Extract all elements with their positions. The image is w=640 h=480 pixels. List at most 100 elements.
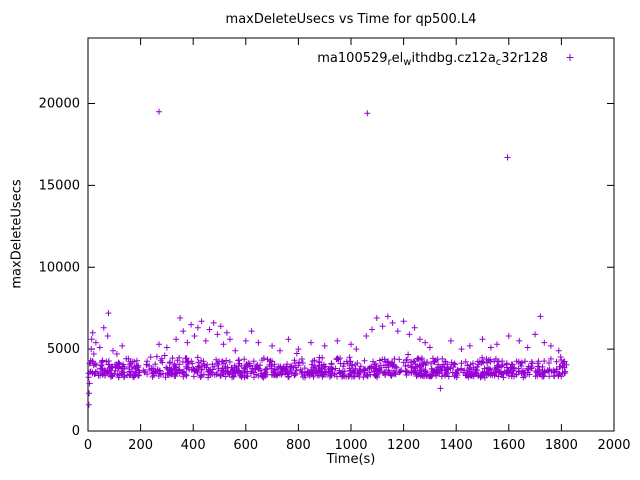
data-point [547, 355, 554, 362]
data-point [226, 359, 233, 365]
data-point [252, 366, 259, 373]
data-point [357, 363, 364, 370]
data-point [334, 337, 341, 344]
data-point [444, 366, 451, 373]
data-point [253, 363, 260, 369]
data-point [340, 372, 347, 379]
x-tick-label: 1600 [492, 438, 525, 453]
data-point [295, 346, 302, 353]
data-point [348, 362, 355, 369]
data-point [435, 361, 442, 368]
data-point [544, 367, 551, 374]
data-point [180, 328, 187, 335]
data-point [292, 370, 299, 377]
data-point [97, 370, 104, 377]
data-point [347, 370, 354, 377]
data-point [194, 369, 201, 375]
data-point [301, 365, 308, 372]
data-point [143, 361, 150, 368]
x-tick-label: 2000 [597, 438, 630, 453]
data-point [113, 351, 120, 357]
data-point [104, 333, 111, 339]
data-point [264, 365, 271, 372]
data-point [238, 374, 245, 381]
data-point [327, 369, 334, 376]
data-point [402, 363, 409, 370]
data-point [513, 371, 520, 378]
data-point [458, 346, 465, 353]
data-point [402, 368, 409, 375]
data-point [111, 371, 118, 377]
data-point [363, 371, 370, 378]
data-point [547, 342, 554, 349]
data-point [200, 361, 207, 368]
data-point [366, 369, 373, 376]
data-point [494, 341, 500, 348]
data-point [447, 337, 454, 344]
data-point [319, 354, 326, 361]
data-point [242, 337, 249, 344]
data-point [183, 363, 190, 370]
data-point [245, 360, 252, 367]
data-point [557, 354, 564, 360]
y-tick-label: 0 [72, 424, 80, 439]
data-point [316, 364, 323, 370]
data-point [441, 364, 448, 371]
data-point [152, 361, 159, 368]
data-point [215, 365, 222, 372]
data-point [509, 370, 516, 377]
data-point [263, 366, 270, 373]
data-point [389, 319, 396, 326]
data-point [86, 390, 93, 397]
data-point [251, 374, 257, 381]
data-point [540, 373, 547, 379]
data-point [437, 385, 444, 392]
data-point [135, 362, 142, 369]
data-point [89, 329, 96, 336]
data-point [232, 347, 239, 354]
data-point [184, 359, 191, 366]
data-point [293, 350, 300, 357]
data-point [256, 365, 263, 372]
data-point [105, 358, 112, 364]
data-point [560, 358, 567, 365]
data-point [431, 358, 438, 365]
data-point [372, 372, 379, 379]
legend: ma100529relwithdbg.cz12ac32r128 [317, 51, 574, 68]
data-point [308, 339, 314, 346]
data-point [260, 355, 267, 362]
data-point [426, 373, 433, 380]
data-point [126, 372, 133, 379]
data-point [88, 346, 95, 353]
data-point [177, 315, 184, 321]
data-point [364, 110, 371, 117]
data-point [553, 366, 560, 373]
data-point [235, 357, 242, 364]
data-point [365, 365, 371, 372]
data-point [271, 371, 278, 378]
x-tick-label: 400 [181, 438, 206, 453]
data-point [410, 358, 417, 365]
data-point [470, 360, 476, 367]
data-point [532, 331, 539, 338]
data-point [511, 364, 518, 371]
data-point [556, 370, 563, 377]
data-point [495, 364, 501, 371]
data-point [298, 356, 305, 362]
data-points-group [85, 108, 570, 408]
data-point [235, 368, 241, 375]
data-point [541, 358, 548, 365]
data-point [466, 342, 473, 349]
data-point [86, 380, 93, 387]
data-point [466, 365, 473, 372]
data-point [165, 369, 172, 376]
data-point [171, 372, 178, 379]
data-point [176, 354, 183, 361]
data-point [348, 341, 354, 348]
data-point [331, 371, 338, 378]
data-point [98, 359, 105, 366]
data-point [91, 370, 98, 377]
data-point [413, 373, 420, 380]
x-tick-label: 1400 [440, 438, 473, 453]
